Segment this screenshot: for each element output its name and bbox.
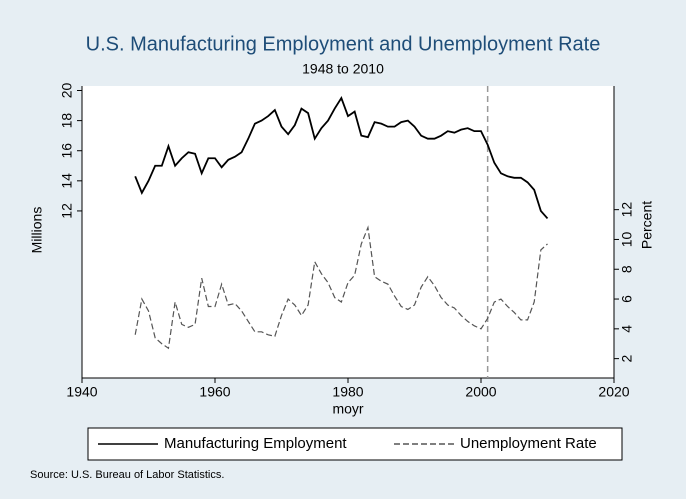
- x-tick-label: 1960: [199, 384, 230, 400]
- y-axis-title: Millions: [29, 207, 45, 254]
- x-tick-label: 2020: [598, 384, 629, 400]
- y2-tick-label: 6: [619, 295, 635, 303]
- legend-label: Unemployment Rate: [460, 435, 597, 452]
- chart-subtitle: 1948 to 2010: [302, 61, 384, 77]
- x-tick-label: 2000: [465, 384, 496, 400]
- y-tick-label: 20: [59, 83, 75, 99]
- series-line: [134, 96, 549, 220]
- y2-tick-label: 4: [619, 325, 635, 333]
- plot-area: [82, 86, 614, 378]
- y2-tick-label: 2: [619, 355, 635, 363]
- legend: [87, 427, 623, 461]
- y2-tick-label: 12: [619, 202, 635, 218]
- y2-tick-label: 8: [619, 265, 635, 273]
- legend-label: Manufacturing Employment: [164, 435, 347, 452]
- y2-axis-title: Percent: [639, 201, 655, 249]
- x-tick-label: 1980: [332, 384, 363, 400]
- y-tick-label: 14: [59, 173, 75, 189]
- y-tick-label: 12: [59, 203, 75, 219]
- y2-tick-label: 10: [619, 231, 635, 247]
- source-note: Source: U.S. Bureau of Labor Statistics.: [30, 469, 224, 481]
- series-line: [134, 225, 548, 350]
- x-axis-title: moyr: [332, 401, 363, 417]
- y-tick-label: 18: [59, 113, 75, 129]
- chart-title: U.S. Manufacturing Employment and Unempl…: [86, 33, 601, 55]
- x-tick-label: 1940: [66, 384, 97, 400]
- y-tick-label: 16: [59, 143, 75, 159]
